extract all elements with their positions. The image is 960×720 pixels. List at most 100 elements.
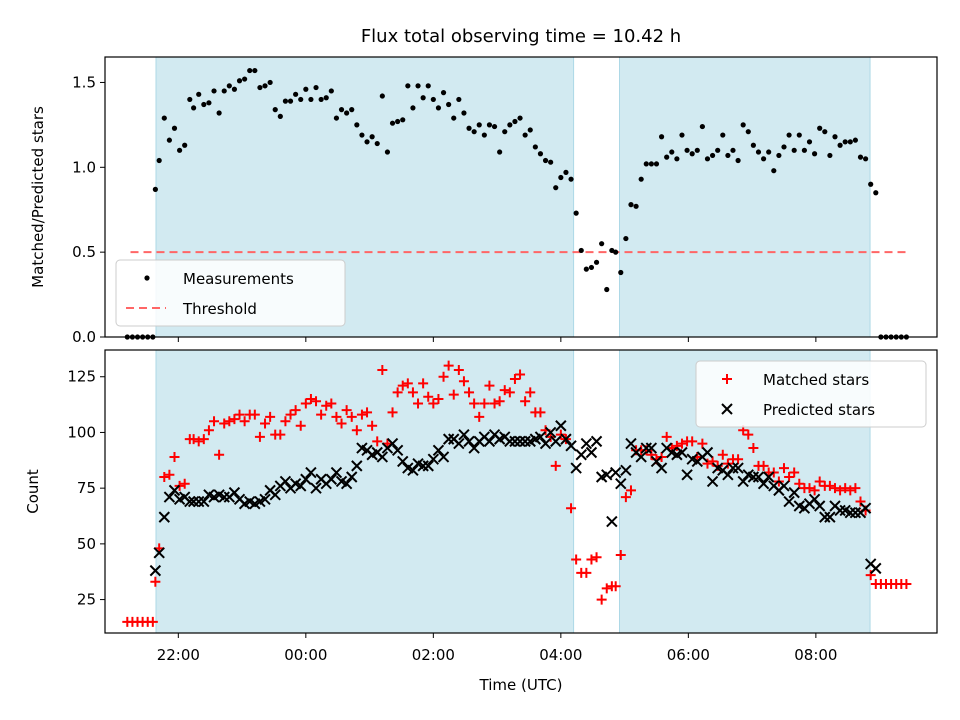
- data-point: [272, 107, 278, 113]
- data-point: [842, 139, 848, 145]
- data-point: [300, 398, 311, 409]
- data-point: [413, 398, 424, 409]
- data-point: [282, 98, 289, 104]
- data-point: [709, 152, 716, 159]
- data-point: [407, 387, 418, 398]
- data-point: [588, 264, 595, 271]
- data-point: [646, 449, 657, 460]
- data-point: [502, 129, 508, 135]
- data-point: [191, 105, 197, 111]
- data-point: [484, 380, 495, 391]
- legend-label: Matched stars: [763, 371, 869, 389]
- data-point: [262, 83, 268, 89]
- data-point: [331, 411, 342, 422]
- data-point: [732, 462, 744, 474]
- data-point: [221, 88, 227, 94]
- data-point: [855, 496, 866, 507]
- data-point: [743, 429, 754, 440]
- data-point: [231, 86, 238, 92]
- data-point: [681, 469, 693, 481]
- data-point: [748, 443, 759, 454]
- data-point: [458, 376, 469, 387]
- data-point: [849, 506, 862, 519]
- data-point: [168, 484, 181, 497]
- data-point: [252, 67, 258, 74]
- data-point: [410, 105, 416, 111]
- data-point: [442, 433, 455, 445]
- data-point: [153, 547, 165, 559]
- data-point: [269, 489, 281, 501]
- data-point: [544, 426, 557, 439]
- data-point: [532, 144, 538, 150]
- data-point: [615, 477, 627, 490]
- data-point: [873, 190, 879, 196]
- observing-window-2: [619, 56, 871, 338]
- data-point: [535, 407, 546, 418]
- data-point: [733, 454, 744, 465]
- data-point: [548, 159, 554, 165]
- data-point: [209, 416, 220, 427]
- data-point: [440, 90, 447, 96]
- data-point: [456, 96, 462, 103]
- data-point: [229, 414, 240, 425]
- data-point: [277, 113, 283, 119]
- data-point: [809, 485, 820, 496]
- observing-window-1: [155, 349, 575, 634]
- data-point: [356, 409, 367, 420]
- top-panel-flux-ratio: 0.0 0.5 1.0 1.5 Matched/Predicted stars Measu…: [29, 56, 938, 346]
- data-point: [171, 125, 178, 131]
- data-point: [717, 449, 728, 460]
- data-point: [453, 365, 464, 376]
- data-point: [469, 398, 480, 409]
- data-point: [259, 493, 271, 506]
- data-point: [198, 434, 209, 445]
- axes-frame: [104, 56, 938, 338]
- legend: Matched stars Predicted stars: [695, 360, 927, 428]
- data-point: [346, 411, 357, 422]
- data-point: [471, 129, 477, 135]
- data-point: [461, 110, 467, 116]
- data-point: [387, 407, 398, 418]
- data-point: [159, 472, 170, 483]
- data-point: [573, 210, 579, 216]
- data-point: [437, 451, 450, 463]
- y-tick-label: 1.0: [72, 158, 96, 176]
- y-tick-label: 50: [77, 535, 96, 553]
- data-point: [834, 504, 846, 517]
- data-point: [418, 378, 429, 389]
- data-point: [427, 453, 440, 465]
- data-point: [254, 431, 265, 442]
- series-predicted-stars: [149, 420, 882, 577]
- data-point: [553, 185, 559, 191]
- data-point: [515, 369, 526, 380]
- data-point: [575, 449, 587, 461]
- series-measurements: [124, 67, 909, 340]
- data-point: [228, 486, 241, 499]
- data-point: [392, 387, 403, 398]
- data-point: [829, 483, 840, 494]
- data-point: [372, 436, 383, 447]
- data-point: [813, 500, 826, 512]
- data-point: [525, 387, 536, 398]
- data-point: [565, 440, 577, 452]
- data-point: [674, 156, 680, 162]
- data-point: [689, 151, 695, 157]
- data-point: [740, 122, 746, 128]
- data-point: [247, 67, 253, 74]
- data-point: [179, 478, 190, 489]
- data-point: [397, 380, 408, 391]
- data-point: [193, 495, 205, 508]
- data-point: [407, 464, 419, 477]
- y-tick-label: 125: [67, 368, 96, 386]
- data-point: [377, 365, 388, 376]
- data-point: [386, 437, 399, 450]
- data-point: [653, 161, 660, 167]
- legend-label: Threshold: [182, 300, 257, 318]
- data-point: [497, 149, 503, 155]
- data-point: [196, 91, 202, 97]
- data-point: [845, 485, 856, 496]
- data-point: [847, 139, 853, 145]
- data-point: [453, 437, 465, 450]
- data-point: [720, 132, 726, 138]
